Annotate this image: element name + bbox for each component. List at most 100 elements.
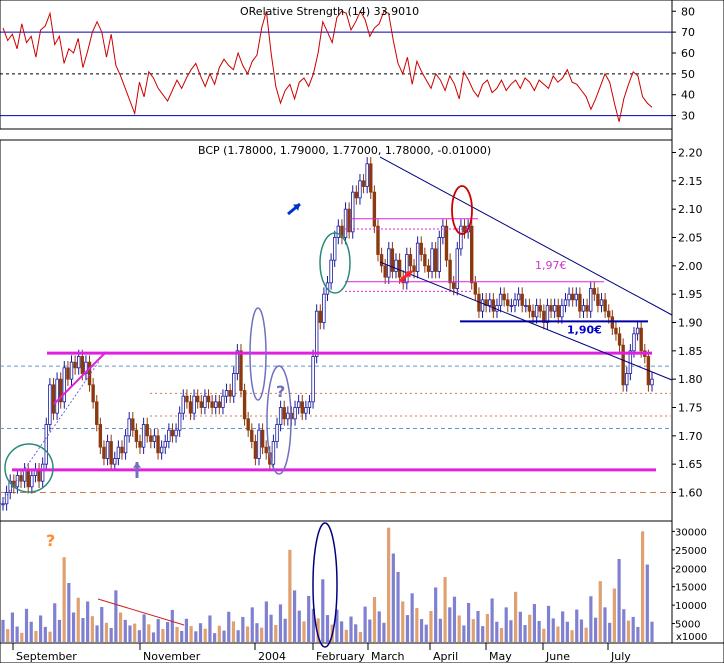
volume-bar	[288, 549, 292, 642]
price-candle-body	[156, 435, 160, 454]
volume-bar	[377, 611, 381, 642]
price-candle-body	[617, 333, 622, 346]
volume-bar	[194, 631, 198, 642]
price-tick-label: 1.70	[678, 430, 703, 443]
volume-bar	[537, 620, 541, 642]
volume-bar	[227, 611, 231, 642]
price-candle-body	[560, 305, 564, 318]
price-candle-body	[563, 299, 568, 306]
price-candle-body	[650, 378, 654, 386]
price-candle-body	[451, 282, 456, 289]
price-candle-body	[77, 356, 81, 369]
price-candle-body	[383, 265, 387, 278]
price-candle-body	[473, 282, 478, 295]
volume-bar	[29, 621, 33, 642]
price-candle-body	[329, 259, 333, 284]
price-candle-body	[365, 163, 369, 187]
x-tick-label: February	[316, 650, 365, 663]
volume-bar	[368, 619, 372, 642]
price-candle-body	[610, 316, 615, 329]
price-candle-body	[538, 305, 542, 312]
highlight-ellipse	[451, 185, 473, 235]
price-candle-body	[253, 441, 258, 459]
volume-bar	[24, 608, 29, 642]
volume-bar	[410, 593, 414, 642]
price-candle-body	[26, 469, 30, 488]
price-candle-body	[163, 441, 167, 448]
price-candle-body	[48, 384, 52, 425]
axis-layer: 30 40 50 60 70 80 1.60 1.65 1.70 1.75 1.80 1.85 1.90…	[12, 5, 707, 663]
volume-bar	[255, 623, 259, 642]
price-candle-body	[397, 259, 402, 278]
price-candle-body	[224, 390, 229, 397]
uptrend-line	[53, 351, 107, 405]
indicator-tick-label: 60	[681, 47, 695, 60]
price-candle-body	[44, 424, 48, 465]
price-candle-body	[73, 361, 77, 369]
price-candle-body	[585, 305, 589, 312]
volume-bar	[241, 616, 245, 642]
price-candle-body	[455, 248, 459, 289]
volume-bar	[245, 626, 250, 642]
volume-bar	[302, 621, 306, 642]
volume-bar	[278, 604, 283, 642]
volume-bar	[504, 607, 508, 642]
volume-bar	[645, 564, 649, 642]
price-candle-body	[491, 299, 496, 312]
volume-bar	[118, 612, 123, 642]
indicator-tick-label: 80	[681, 5, 695, 18]
volume-bar	[307, 595, 311, 642]
volume-bar	[570, 630, 574, 642]
highlight-ellipse	[319, 232, 351, 294]
volume-bar	[626, 620, 631, 642]
price-candle-body	[84, 361, 88, 374]
price-candle-body	[250, 429, 254, 442]
price-tick-label: 1.60	[678, 487, 703, 500]
volume-bar	[198, 623, 203, 642]
price-candle-body	[419, 242, 423, 255]
volume-bar	[213, 633, 217, 642]
price-tick-label: 1.95	[678, 288, 703, 301]
volume-trendline	[97, 598, 185, 626]
volume-bar	[485, 613, 489, 642]
price-candle-body	[488, 299, 492, 306]
volume-bar	[292, 590, 297, 642]
price-tick-label: 1.65	[678, 458, 703, 471]
volume-bar	[81, 618, 85, 642]
volume-bar	[274, 625, 278, 642]
indicator-title: ORelative Strength (14) 33.9010	[240, 5, 419, 18]
x-tick-label: March	[371, 650, 405, 663]
volume-bar	[260, 627, 264, 642]
price-candle-body	[246, 418, 250, 431]
volume-bar	[236, 630, 240, 642]
volume-bar	[151, 632, 156, 642]
price-candle-body	[336, 225, 341, 238]
price-candle-body	[271, 441, 276, 465]
price-candle-body	[470, 225, 474, 284]
volume-bar	[443, 577, 447, 642]
price-candle-body	[423, 254, 427, 267]
volume-bar	[391, 553, 395, 642]
volume-bar	[462, 625, 466, 642]
price-candle-body	[408, 254, 413, 267]
price-candle-body	[311, 356, 315, 403]
volume-bar	[528, 614, 532, 642]
volume-bar	[396, 571, 400, 642]
price-candle-body	[390, 248, 395, 272]
price-candle-body	[412, 265, 416, 272]
volume-bar	[546, 605, 551, 642]
price-annotation-label: 1,97€	[535, 259, 567, 272]
price-candle-body	[195, 395, 200, 403]
volume-bar	[264, 601, 268, 642]
x-tick-label: May	[489, 650, 512, 663]
price-candle-body	[300, 401, 304, 414]
price-candle-body	[170, 429, 175, 437]
volume-tick-label: 5000	[675, 620, 700, 631]
indicator-tick-label: 70	[681, 26, 695, 39]
volume-bar	[86, 601, 90, 642]
volume-bar	[415, 608, 419, 642]
price-candle-body	[40, 463, 45, 482]
volume-bar	[518, 611, 522, 642]
volume-bar	[142, 614, 146, 642]
volume-bar	[556, 626, 560, 642]
